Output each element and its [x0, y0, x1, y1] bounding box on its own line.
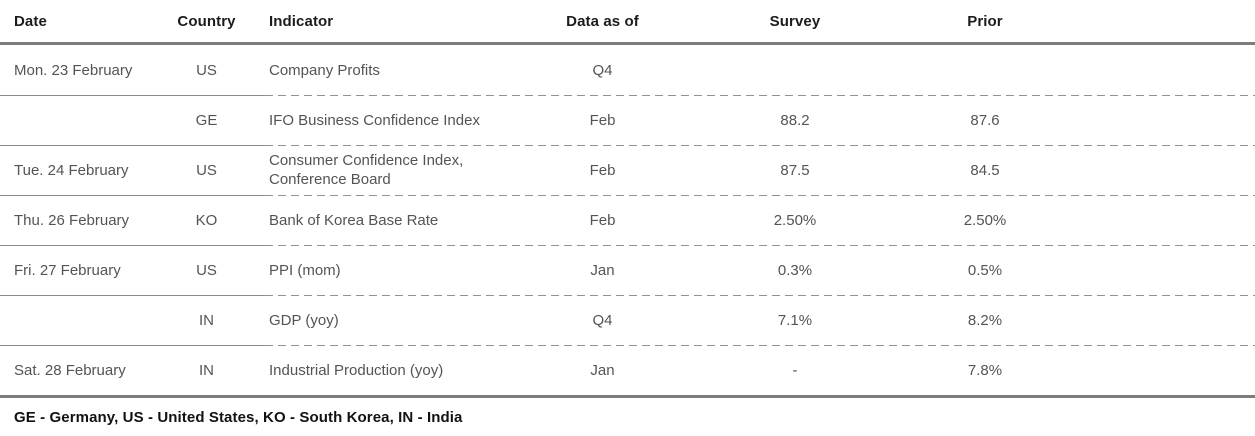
table-row: GE IFO Business Confidence Index Feb 88.2 87…	[0, 94, 1255, 145]
column-header-date: Date	[14, 12, 47, 30]
column-header-survey: Survey	[769, 12, 821, 30]
cell-prior: 2.50%	[963, 211, 1007, 229]
cell-indicator: Consumer Confidence Index, Conference Bo…	[269, 152, 464, 188]
table-row: Sat. 28 February IN Industrial Production …	[0, 344, 1255, 395]
cell-data-as-of: Feb	[589, 161, 616, 179]
cell-indicator: PPI (mom)	[269, 261, 341, 279]
cell-survey: 2.50%	[773, 211, 817, 229]
cell-data-as-of: Feb	[589, 211, 616, 229]
table-header-row: Date Country Indicator Data as of Survey Prio…	[0, 0, 1255, 45]
cell-indicator: Industrial Production (yoy)	[269, 361, 444, 379]
cell-date: Mon. 23 February	[14, 61, 133, 79]
cell-prior: 87.6	[970, 111, 1000, 129]
cell-date: Tue. 24 February	[14, 161, 129, 179]
cell-prior: 7.8%	[967, 361, 1003, 379]
table-row: Tue. 24 February US Consumer Confidence In…	[0, 144, 1255, 195]
cell-country: US	[196, 61, 217, 79]
cell-data-as-of: Q4	[592, 311, 613, 329]
cell-survey: 87.5	[780, 161, 810, 179]
cell-data-as-of: Jan	[590, 261, 615, 279]
cell-country: US	[196, 161, 217, 179]
cell-data-as-of: Jan	[590, 361, 615, 379]
cell-survey: -	[792, 361, 798, 379]
cell-survey: 88.2	[780, 111, 810, 129]
cell-country: GE	[195, 111, 218, 129]
footnote: GE - Germany, US - United States, KO - S…	[0, 395, 1255, 426]
table-row: Fri. 27 February US PPI (mom) Jan 0.3% 0.5%	[0, 244, 1255, 295]
column-header-data-as-of: Data as of	[566, 12, 639, 30]
column-header-indicator: Indicator	[269, 12, 334, 30]
cell-country: IN	[199, 361, 214, 379]
cell-country: US	[196, 261, 217, 279]
cell-survey: 7.1%	[777, 311, 813, 329]
cell-date: Fri. 27 February	[14, 261, 121, 279]
table-body: Mon. 23 February US Company Profits Q4 GE IFO…	[0, 45, 1255, 395]
cell-prior: 8.2%	[967, 311, 1003, 329]
cell-prior: 0.5%	[967, 261, 1003, 279]
cell-survey: 0.3%	[777, 261, 813, 279]
cell-date: Thu. 26 February	[14, 211, 130, 229]
cell-data-as-of: Feb	[589, 111, 616, 129]
table-row: IN GDP (yoy) Q4 7.1% 8.2%	[0, 294, 1255, 345]
cell-indicator: Company Profits	[269, 61, 380, 79]
cell-data-as-of: Q4	[592, 61, 613, 79]
footnote-text: GE - Germany, US - United States, KO - S…	[14, 409, 463, 426]
cell-indicator: Bank of Korea Base Rate	[269, 211, 439, 229]
table-row: Mon. 23 February US Company Profits Q4	[0, 45, 1255, 95]
cell-date: Sat. 28 February	[14, 361, 126, 379]
column-header-country: Country	[177, 12, 236, 30]
cell-country: KO	[195, 211, 218, 229]
cell-indicator: IFO Business Confidence Index	[269, 111, 480, 129]
cell-country: IN	[199, 311, 214, 329]
column-header-prior: Prior	[967, 12, 1003, 30]
cell-prior: 84.5	[970, 161, 1000, 179]
table-row: Thu. 26 February KO Bank of Korea Base Rat…	[0, 194, 1255, 245]
cell-indicator: GDP (yoy)	[269, 311, 339, 329]
